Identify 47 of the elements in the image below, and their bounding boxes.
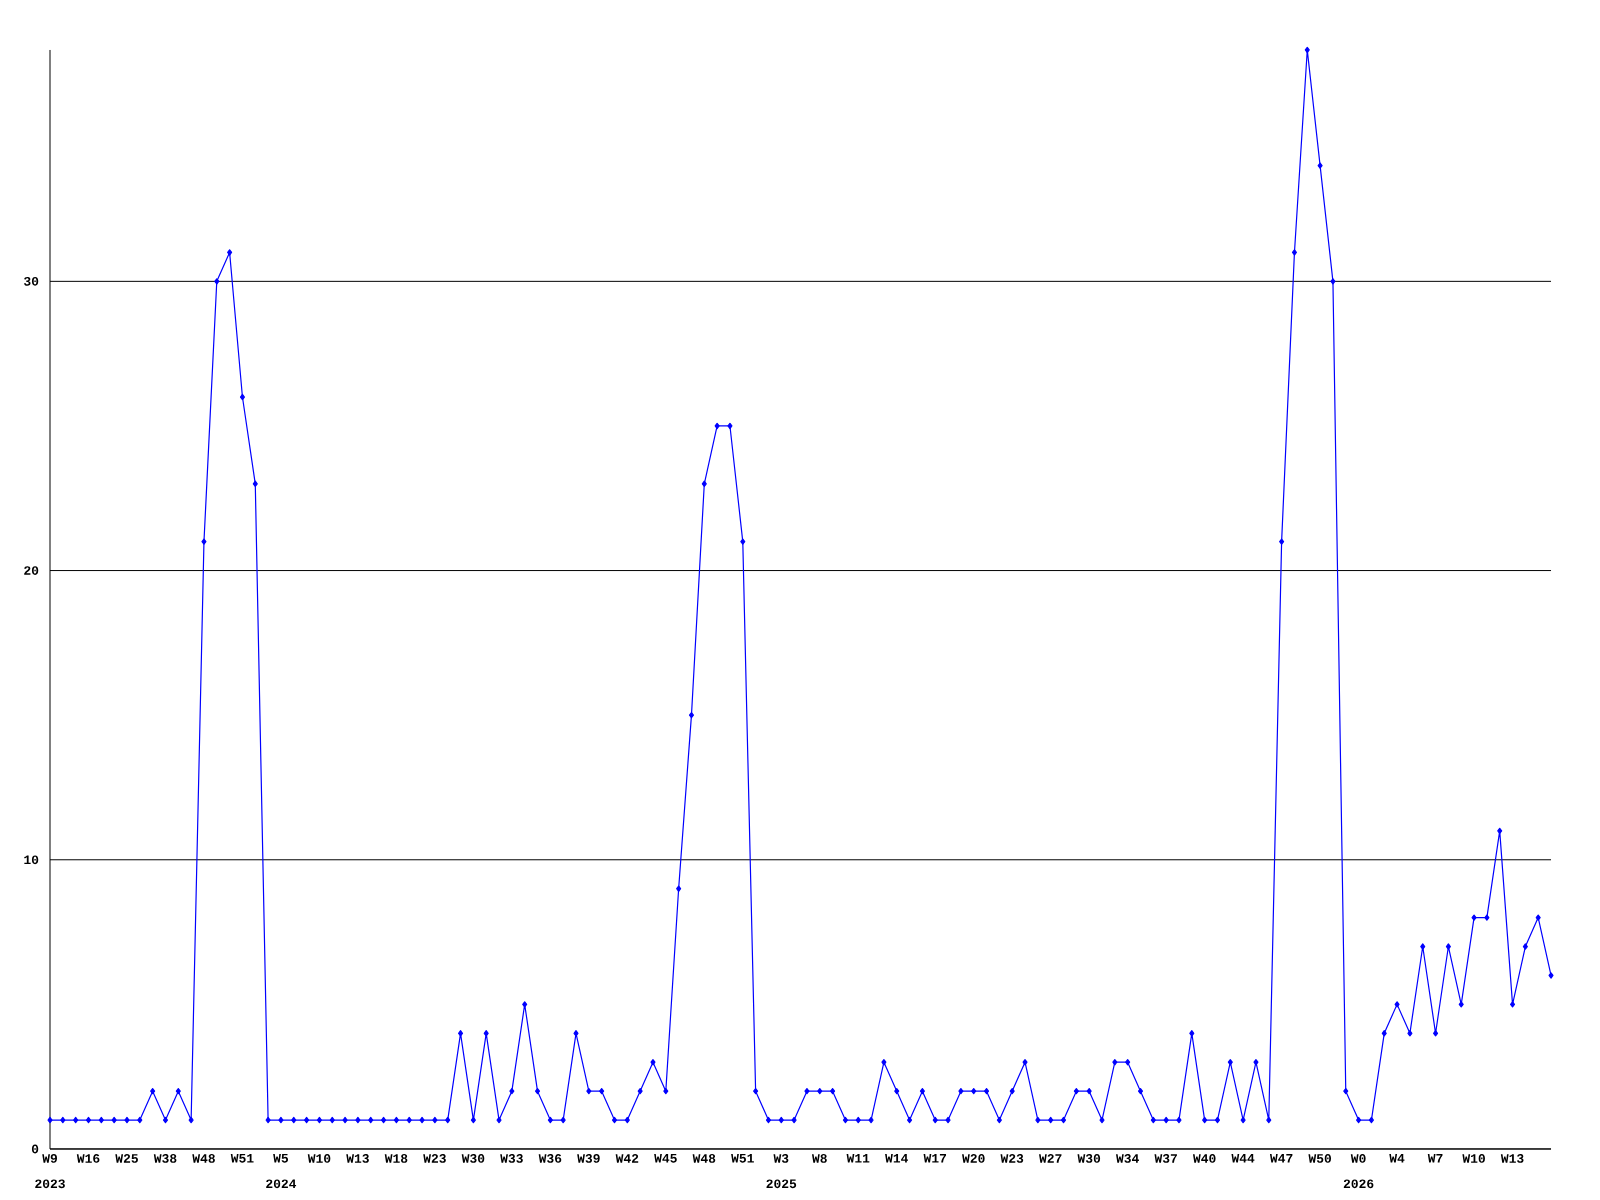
x-tick-label: W30 [461, 1154, 485, 1163]
x-tick-label: W16 [76, 1154, 100, 1163]
text: 2025 [766, 1179, 797, 1189]
x-tick-label: W14 [885, 1154, 908, 1163]
x-tick-label: W10 [1462, 1154, 1485, 1163]
x-tick-label: W48 [692, 1154, 716, 1163]
x-tick-label: W18 [384, 1154, 408, 1163]
text: 2024 [266, 1179, 297, 1189]
x-tick-label: W9 [42, 1154, 58, 1163]
x-tick-label: W40 [1192, 1154, 1216, 1163]
x-tick-label: W11 [846, 1154, 870, 1163]
x-tick-label: W38 [153, 1154, 177, 1163]
x-tick-label: W0 [1350, 1154, 1366, 1163]
x-tick-label: W30 [1077, 1154, 1101, 1163]
x-tick-label: W44 [1231, 1154, 1255, 1163]
x-tick-label: W51 [230, 1154, 254, 1163]
x-tick-label: W4 [1389, 1154, 1405, 1163]
x-tick-label: W33 [500, 1154, 523, 1163]
x-tick-label: W39 [577, 1154, 600, 1163]
x-tick-label: W27 [1039, 1154, 1062, 1163]
x-tick-label: W17 [923, 1154, 947, 1163]
text: 2023 [35, 1179, 65, 1189]
x-tick-label: W23 [423, 1154, 446, 1163]
y-tick-label: 30 [24, 276, 39, 286]
x-tick-label: W20 [962, 1154, 985, 1163]
x-tick-label: W42 [615, 1154, 639, 1163]
x-tick-label: W50 [1308, 1154, 1332, 1163]
x-tick-label: W10 [307, 1154, 331, 1163]
x-tick-label: W8 [811, 1154, 827, 1163]
x-tick-label: W23 [1000, 1154, 1024, 1163]
x-tick-label: W36 [538, 1154, 562, 1163]
x-tick-label: W13 [1500, 1154, 1524, 1163]
y-tick-label: 10 [24, 855, 39, 865]
x-tick-label: W5 [273, 1154, 289, 1163]
y-tick-label: 20 [24, 566, 39, 575]
x-tick-label: W3 [773, 1154, 789, 1163]
x-tick-label: W13 [346, 1154, 369, 1163]
x-tick-label: W7 [1427, 1154, 1443, 1163]
x-tick-label: W34 [1116, 1154, 1139, 1163]
x-tick-label: W47 [1269, 1154, 1293, 1163]
x-tick-label: W37 [1154, 1154, 1177, 1163]
y-tick-label: 0 [31, 1144, 39, 1154]
x-tick-label: W45 [654, 1154, 677, 1163]
x-tick-label: W48 [192, 1154, 215, 1163]
text: 2026 [1343, 1179, 1374, 1189]
x-tick-label: W25 [115, 1154, 138, 1163]
x-tick-label: W51 [731, 1154, 754, 1163]
